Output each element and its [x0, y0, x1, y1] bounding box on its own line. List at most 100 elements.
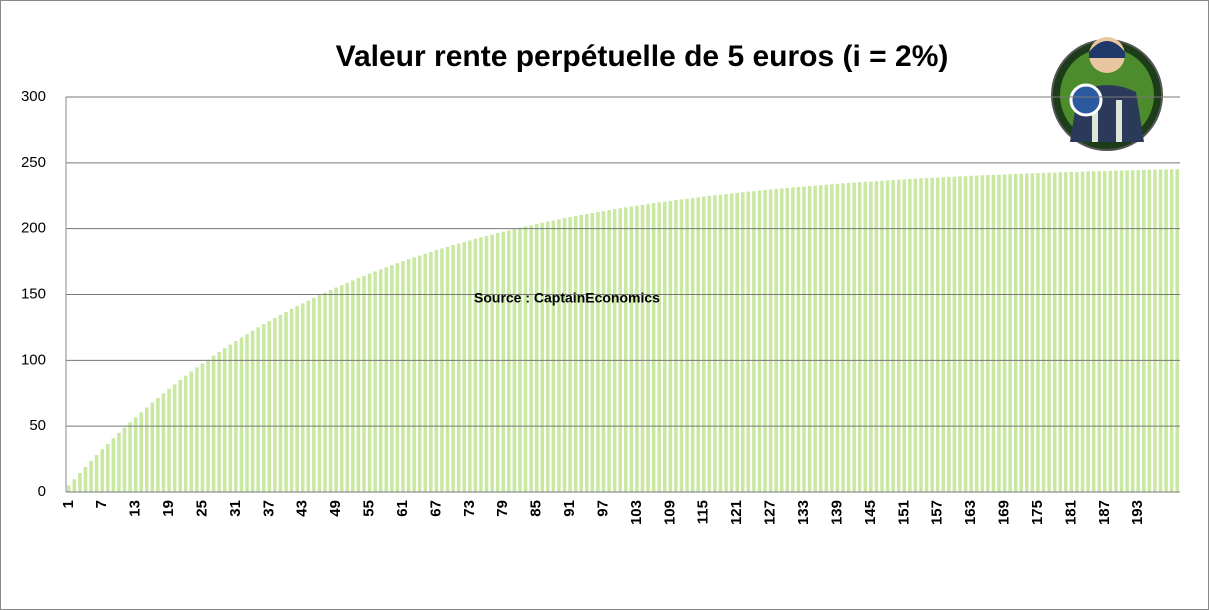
- bar: [1114, 170, 1118, 492]
- x-tick-label: 97: [594, 500, 611, 517]
- bar: [312, 297, 316, 492]
- x-tick-label: 127: [762, 500, 779, 525]
- x-tick-label: 31: [227, 500, 244, 517]
- x-tick-label: 109: [661, 500, 678, 525]
- bar: [390, 265, 394, 492]
- bar: [468, 240, 472, 492]
- bar: [1041, 172, 1046, 492]
- bar: [94, 455, 99, 492]
- bar: [1158, 169, 1163, 492]
- bar: [434, 250, 439, 492]
- bar: [451, 245, 455, 492]
- bar: [367, 273, 372, 492]
- bar: [651, 203, 656, 492]
- bar: [796, 186, 801, 492]
- bar: [178, 379, 182, 492]
- bar: [167, 388, 171, 492]
- bar: [440, 248, 444, 492]
- bar: [234, 340, 238, 492]
- bar: [830, 184, 834, 493]
- bar: [100, 449, 104, 492]
- bar: [997, 174, 1001, 492]
- bar: [351, 280, 355, 492]
- bar: [356, 278, 361, 492]
- bar: [835, 183, 840, 493]
- bar: [273, 317, 277, 492]
- bar: [668, 200, 673, 492]
- bar: [618, 208, 622, 492]
- bar: [473, 238, 478, 492]
- bar: [1008, 174, 1012, 492]
- bar: [534, 223, 539, 492]
- x-tick-label: 145: [862, 500, 879, 525]
- bar: [857, 182, 862, 492]
- bar: [974, 175, 979, 493]
- bar: [245, 334, 249, 492]
- bar: [607, 210, 611, 492]
- bar: [1103, 170, 1107, 492]
- bar: [757, 190, 762, 492]
- bar: [919, 178, 923, 492]
- bar: [841, 183, 845, 492]
- bar: [384, 267, 389, 492]
- bar: [1052, 172, 1057, 492]
- bar: [540, 222, 545, 492]
- bar: [724, 194, 728, 492]
- bar: [122, 427, 127, 492]
- bar: [568, 217, 572, 492]
- bar: [690, 197, 695, 492]
- bar: [846, 182, 851, 492]
- bar: [1069, 171, 1074, 492]
- bar: [774, 188, 778, 493]
- bar: [1080, 171, 1085, 492]
- bar: [150, 402, 155, 492]
- bar: [317, 295, 322, 492]
- bar: [484, 235, 489, 493]
- bar: [507, 230, 511, 492]
- y-tick-label: 250: [21, 154, 46, 171]
- bar: [228, 344, 233, 492]
- x-tick-label: 169: [996, 500, 1013, 525]
- bar: [128, 422, 132, 492]
- bar: [1064, 172, 1068, 492]
- x-tick-label: 85: [528, 500, 545, 517]
- bar: [239, 337, 244, 492]
- bar: [395, 263, 400, 492]
- x-tick-label: 25: [193, 500, 210, 517]
- bar: [334, 287, 338, 492]
- bar: [852, 182, 856, 493]
- bar: [200, 363, 205, 492]
- bar: [924, 178, 929, 492]
- bar: [763, 189, 767, 492]
- x-tick-label: 193: [1129, 500, 1146, 525]
- bar: [1025, 173, 1029, 492]
- y-tick-label: 0: [38, 483, 46, 500]
- bar: [1125, 170, 1129, 493]
- bar: [596, 212, 600, 492]
- bar: [89, 460, 93, 492]
- bar: [880, 180, 884, 493]
- bar: [83, 466, 88, 492]
- y-tick-label: 200: [21, 220, 46, 237]
- bar: [624, 207, 628, 492]
- bar: [117, 432, 121, 492]
- bar: [1091, 171, 1096, 492]
- bar: [250, 330, 255, 492]
- bar: [740, 192, 745, 492]
- bar: [378, 269, 383, 492]
- bar: [78, 473, 82, 492]
- bar: [1164, 169, 1168, 492]
- bar: [261, 324, 266, 492]
- bar: [863, 181, 868, 492]
- bar: [562, 218, 567, 492]
- bar: [891, 180, 895, 492]
- bar: [752, 191, 756, 492]
- bar: [696, 197, 700, 492]
- bar: [189, 371, 194, 492]
- bar: [1047, 172, 1051, 493]
- bar: [306, 300, 311, 492]
- bar: [935, 177, 940, 492]
- x-tick-label: 139: [828, 500, 845, 525]
- bar: [417, 255, 422, 492]
- bar: [1097, 171, 1102, 492]
